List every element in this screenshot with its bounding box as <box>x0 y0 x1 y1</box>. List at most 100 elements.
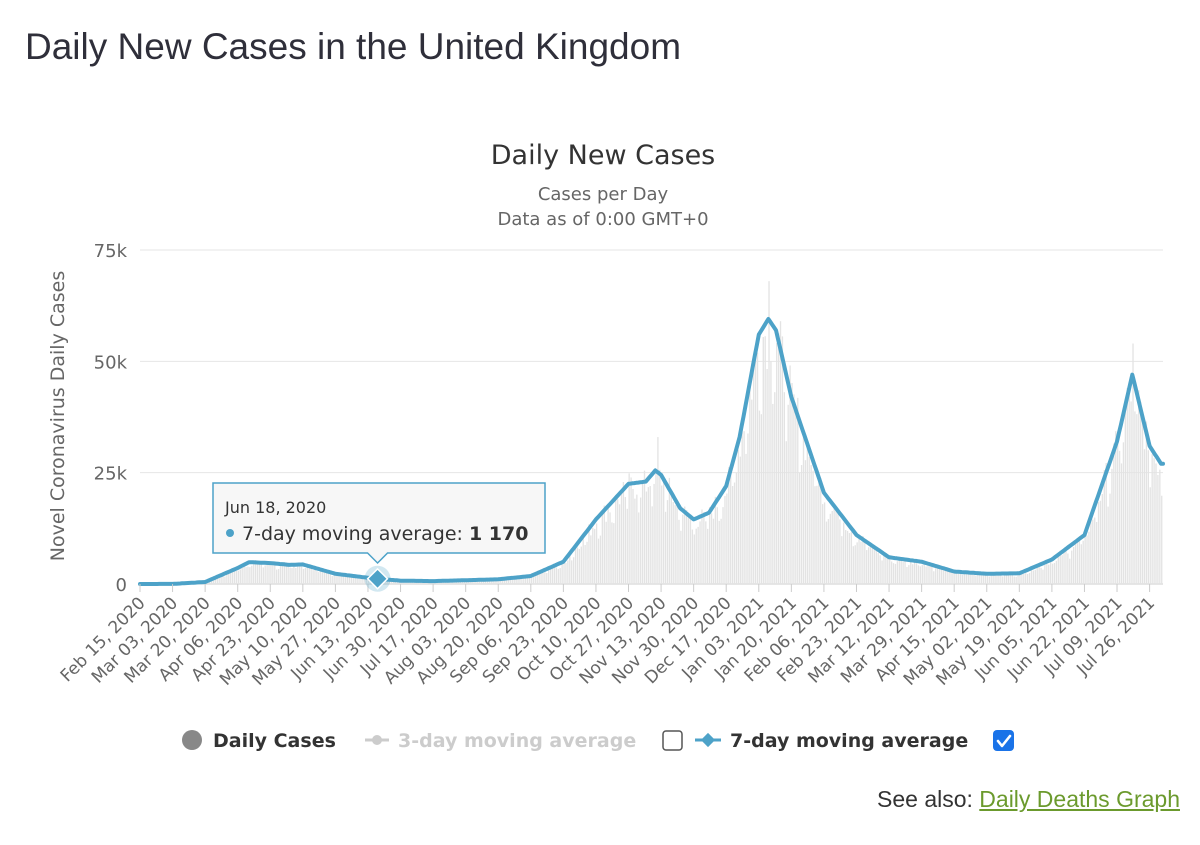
daily-case-bar <box>1115 431 1117 584</box>
daily-case-bar <box>1007 574 1010 584</box>
daily-case-bar <box>321 568 324 584</box>
daily-case-bar <box>245 567 247 584</box>
daily-case-bar <box>745 453 747 584</box>
daily-case-bar <box>988 576 990 584</box>
daily-case-bar <box>396 581 399 584</box>
daily-case-bar <box>749 387 751 584</box>
daily-case-bar <box>831 511 833 584</box>
daily-case-bar <box>553 564 556 584</box>
daily-case-bar <box>691 529 694 584</box>
legend-diamond-icon <box>700 732 716 748</box>
daily-case-bar <box>871 548 874 584</box>
daily-case-bar <box>218 576 220 584</box>
daily-case-bar <box>536 574 538 584</box>
daily-case-bar <box>986 575 989 584</box>
daily-case-bar <box>482 579 485 584</box>
daily-case-bar <box>906 567 908 584</box>
daily-deaths-graph-link[interactable]: Daily Deaths Graph <box>979 786 1180 812</box>
daily-case-bar <box>833 507 835 584</box>
legend-checkbox-unchecked[interactable] <box>662 730 683 751</box>
daily-case-bar <box>569 555 571 584</box>
daily-case-bar <box>707 528 709 584</box>
daily-case-bar <box>948 571 950 584</box>
daily-case-bar <box>1109 493 1111 584</box>
legend-item-7-day-moving-average[interactable]: 7-day moving average <box>695 730 968 752</box>
daily-case-bar <box>1159 469 1161 584</box>
daily-case-bar <box>367 578 370 584</box>
daily-case-bar <box>787 404 789 584</box>
daily-case-bar <box>228 572 230 584</box>
daily-case-bar <box>754 350 757 584</box>
daily-case-bar <box>519 578 521 584</box>
legend-checkbox-checked[interactable] <box>993 730 1014 751</box>
y-tick-label: 50k <box>94 352 128 373</box>
daily-case-bar <box>670 491 672 584</box>
daily-case-bar <box>540 571 542 584</box>
daily-case-bar <box>649 486 651 584</box>
daily-case-bar <box>268 564 270 584</box>
daily-case-bar <box>940 566 943 584</box>
daily-case-bar <box>312 570 314 584</box>
daily-case-bar <box>450 581 452 584</box>
daily-case-bar <box>390 580 393 584</box>
daily-case-bar <box>799 472 801 584</box>
daily-case-bar <box>741 432 743 584</box>
daily-case-bar <box>892 563 895 584</box>
chart-title: Daily New Cases <box>491 140 716 171</box>
daily-case-bar <box>756 352 759 584</box>
legend-item-3-day-moving-average[interactable]: 3-day moving average <box>365 730 636 752</box>
daily-case-bar <box>1074 543 1077 584</box>
daily-case-bar <box>1090 517 1092 584</box>
daily-case-bar <box>1038 565 1040 584</box>
daily-case-bar <box>546 572 548 584</box>
daily-case-bar <box>525 576 527 584</box>
y-tick-label: 0 <box>116 575 127 596</box>
daily-case-bar <box>243 565 245 584</box>
daily-case-bar <box>335 572 337 584</box>
daily-case-bar <box>358 578 360 584</box>
daily-case-bar <box>580 546 582 584</box>
daily-case-bar <box>1057 554 1059 584</box>
daily-case-bar <box>1078 539 1081 584</box>
daily-case-bar <box>320 571 322 584</box>
daily-case-bar <box>620 491 623 584</box>
daily-case-bar <box>1011 575 1013 584</box>
daily-case-bar <box>344 576 347 584</box>
daily-case-bar <box>825 521 828 584</box>
daily-case-bar <box>1063 548 1065 584</box>
daily-case-bar <box>994 573 996 584</box>
daily-case-bar <box>1149 487 1151 584</box>
daily-case-bar <box>398 581 400 584</box>
daily-case-bar <box>565 563 567 584</box>
daily-case-bar <box>515 577 517 584</box>
daily-case-bar <box>1155 463 1157 584</box>
daily-case-bar <box>266 563 268 584</box>
legend-item-daily-cases[interactable]: Daily Cases <box>182 730 336 752</box>
daily-case-bar <box>1161 495 1163 584</box>
daily-case-bar <box>1120 463 1123 584</box>
daily-case-bar <box>973 574 975 584</box>
daily-case-bar <box>1015 576 1017 584</box>
daily-case-bar <box>867 547 870 584</box>
daily-case-bar <box>1117 434 1119 584</box>
daily-case-bar <box>1067 553 1069 584</box>
daily-case-bar <box>684 506 686 584</box>
daily-case-bar <box>251 565 253 584</box>
daily-case-bar <box>258 563 261 584</box>
daily-case-bar <box>249 567 251 584</box>
daily-case-bar <box>212 579 215 584</box>
daily-case-bar <box>304 567 307 584</box>
daily-case-bar <box>1072 546 1075 584</box>
daily-case-bar <box>881 560 883 584</box>
daily-case-bar <box>1000 574 1002 584</box>
daily-case-bar <box>241 568 243 584</box>
daily-case-bar <box>655 469 657 584</box>
chart-subtitle-line-2: Data as of 0:00 GMT+0 <box>497 209 708 230</box>
daily-case-bar <box>1053 562 1056 584</box>
daily-case-bar <box>984 575 987 584</box>
daily-case-bar <box>270 565 272 584</box>
daily-case-bar <box>858 539 860 584</box>
daily-case-bar <box>289 567 291 584</box>
hover-point-marker[interactable] <box>366 567 389 590</box>
